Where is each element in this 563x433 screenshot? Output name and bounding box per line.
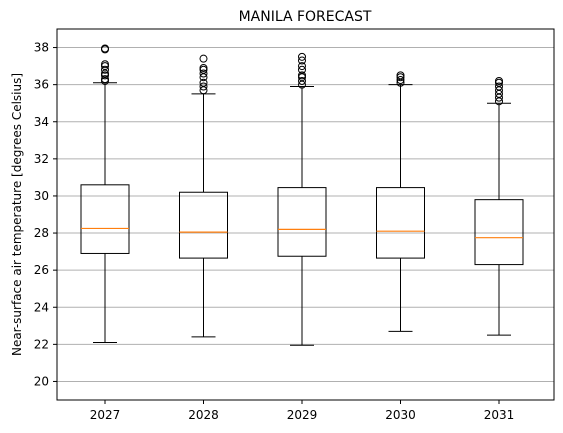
outlier-point	[199, 69, 208, 78]
x-tick-label: 2029	[287, 408, 318, 422]
grid-layer	[57, 47, 554, 382]
outlier-point	[199, 63, 208, 72]
box-2028	[179, 54, 228, 338]
outlier-point	[298, 52, 306, 61]
y-tick-label: 26	[34, 263, 49, 277]
outlier-point	[298, 65, 306, 74]
plot-frame	[56, 28, 555, 401]
outlier-point	[396, 71, 405, 80]
y-tick-label: 32	[34, 152, 49, 166]
x-tick-label: 2031	[484, 408, 515, 422]
y-tick-label: 34	[34, 115, 49, 129]
y-tick-label: 22	[34, 337, 49, 351]
outlier-point	[298, 76, 306, 85]
x-axis: 2027 2028 2029 2030 2031	[90, 400, 515, 422]
y-axis: 20 22 24 26 28 30 32 34 36 38	[34, 41, 57, 388]
box-2031	[474, 76, 524, 336]
iqr-box	[376, 187, 425, 259]
box-layer	[80, 44, 524, 346]
outlier-point	[101, 65, 109, 74]
box-2030	[376, 71, 425, 332]
outlier-point	[298, 62, 306, 71]
y-axis-label: Near-surface air temperature [degrees Ce…	[10, 73, 24, 356]
x-tick-label: 2028	[188, 408, 219, 422]
iqr-box	[179, 191, 228, 259]
outlier-point	[101, 75, 109, 84]
y-tick-label: 30	[34, 189, 49, 203]
outlier-point	[298, 56, 306, 65]
iqr-box	[474, 199, 524, 266]
iqr-box	[277, 187, 327, 257]
y-tick-label: 24	[34, 300, 49, 314]
outlier-point	[495, 82, 503, 91]
outlier-point	[298, 71, 306, 80]
x-tick-label: 2030	[385, 408, 416, 422]
outlier-point	[396, 76, 405, 85]
chart-title: MANILA FORECAST	[239, 9, 372, 25]
box-2029	[277, 52, 327, 346]
iqr-box	[80, 184, 130, 254]
outlier-point	[495, 76, 503, 85]
x-tick-label: 2027	[90, 408, 121, 422]
y-tick-label: 36	[34, 78, 49, 92]
outlier-point	[199, 54, 208, 63]
y-tick-label: 20	[34, 374, 49, 388]
y-tick-label: 28	[34, 226, 49, 240]
y-tick-label: 38	[34, 41, 49, 55]
outlier-point	[199, 78, 208, 87]
outlier-point	[101, 60, 109, 69]
outlier-point	[199, 82, 208, 91]
box-2027	[80, 44, 130, 343]
outlier-point	[101, 44, 109, 53]
